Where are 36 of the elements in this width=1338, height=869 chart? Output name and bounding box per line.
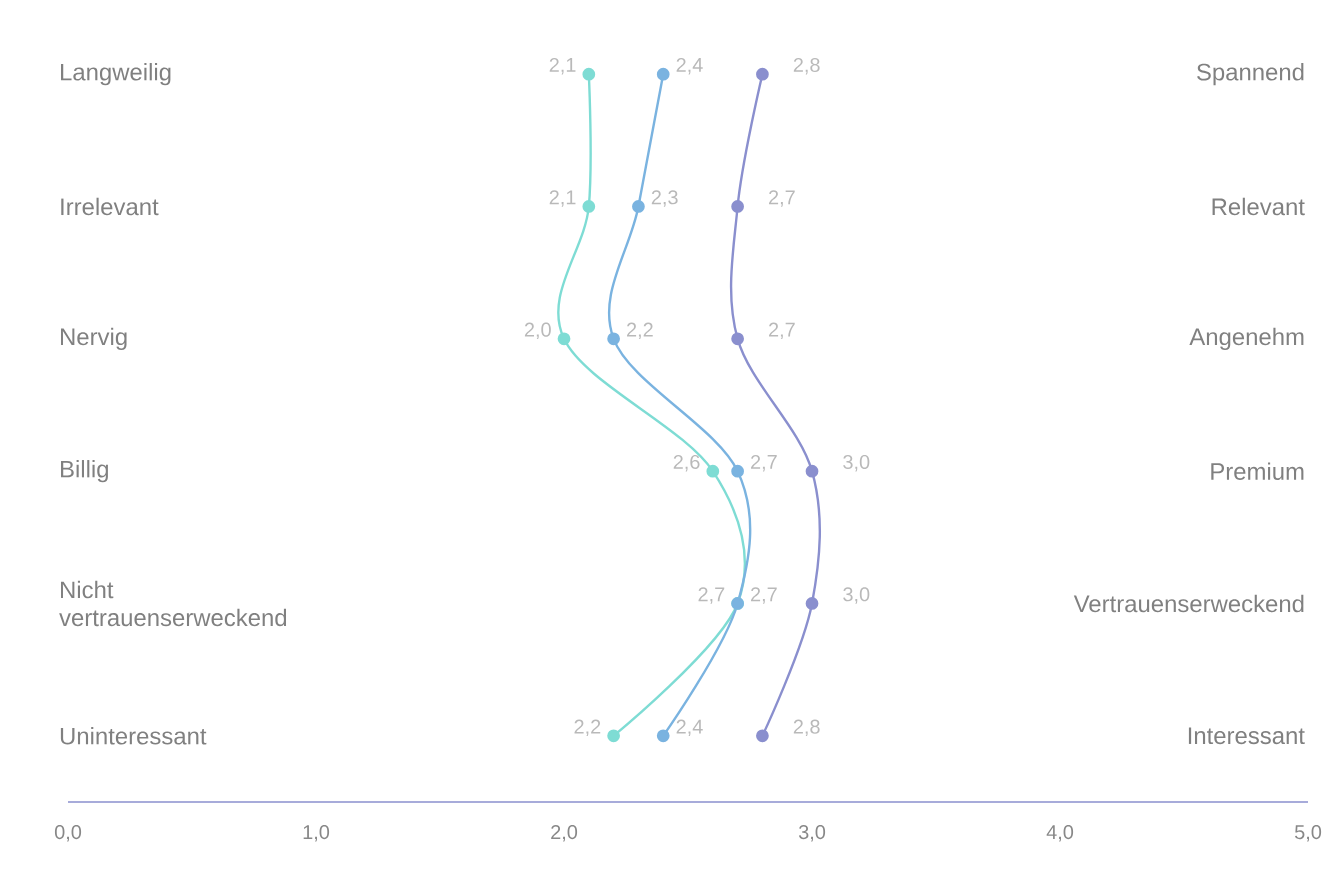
y-tick-label: Nervig [61,327,127,350]
y2-tick-label: Spannend [1197,63,1304,86]
x-tick-label: 0,0 [54,825,82,842]
data-label: 2,0 [524,322,551,340]
data-label: 2,7 [698,587,725,604]
x-tick-label: 4,0 [1046,825,1074,842]
data-label: 2,4 [676,57,703,75]
data-label: 2,2 [627,322,653,340]
y-tick-label: Nicht vertrauenserweckend [59,580,287,627]
y-tick-label: Irrelevant [61,197,159,216]
data-label: 2,7 [751,454,777,472]
data-label: 2,2 [574,719,601,737]
data-label: 2,8 [793,719,820,737]
data-label: 2,1 [549,190,576,207]
data-label: 2,7 [769,322,795,340]
y2-tick-label: Premium [1211,462,1304,480]
data-label: 2,1 [549,57,576,75]
y-tick-label: Billig [61,460,108,483]
data-label: 3,0 [843,587,870,604]
data-label: 2,7 [769,190,795,207]
y2-tick-label: Angenehm [1189,327,1304,350]
x-tick-label: 1,0 [303,825,330,842]
x-tick-label: 2,0 [551,825,578,842]
y-tick-label: Uninteressant [60,727,207,745]
data-label: 2,6 [673,454,700,472]
data-label: 2,4 [676,719,703,737]
y2-tick-label: Vertrauenserweckend [1073,594,1304,613]
data-label: 2,8 [793,57,820,75]
data-label: 3,0 [843,454,870,472]
data-label: 2,3 [651,190,678,207]
x-tick-label: 5,0 [1294,825,1322,842]
data-label: 2,7 [751,587,777,604]
y-tick-label: Langweilig [61,63,171,86]
y2-tick-label: Relevant [1212,197,1305,216]
y2-tick-label: Interessant [1188,727,1305,745]
x-tick-label: 3,0 [798,825,826,842]
